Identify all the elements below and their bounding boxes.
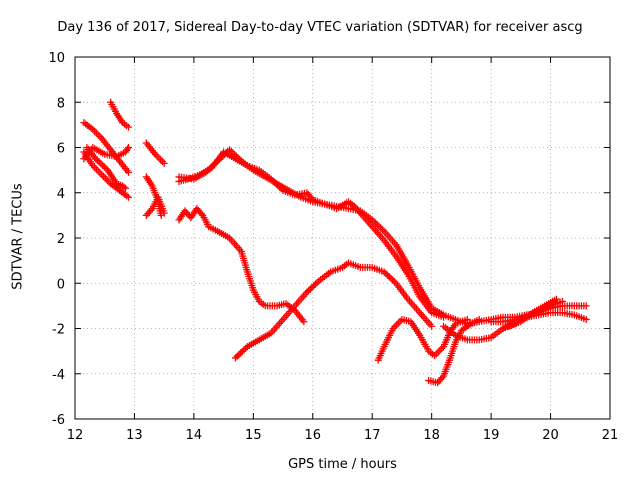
x-tick-label: 16: [305, 428, 322, 443]
series-arc-18: [505, 295, 560, 330]
data-point: [125, 168, 132, 176]
chart-title: Day 136 of 2017, Sidereal Day-to-day VTE…: [57, 20, 583, 35]
data-point: [235, 351, 243, 359]
axis-ticks: 12 13 14 15 16 17 18 19 20 21 -6 -4 -2 0 2 4 6 8 10: [48, 51, 618, 443]
y-axis-label: SDTVAR / TECUs: [10, 183, 26, 290]
x-tick-label: 20: [542, 428, 559, 443]
data-point: [125, 123, 132, 131]
data-point: [389, 276, 397, 284]
y-tick-label: -4: [52, 368, 65, 383]
data-point: [97, 160, 105, 168]
data-point: [232, 354, 239, 362]
x-tick-label: 17: [364, 428, 381, 443]
data-point: [582, 315, 590, 323]
x-axis-label: GPS time / hours: [288, 457, 397, 472]
data-point: [313, 279, 321, 287]
data-point: [428, 322, 436, 330]
data-point: [300, 318, 308, 326]
data-point: [240, 346, 248, 354]
data-point: [390, 278, 398, 286]
x-tick-label: 21: [602, 428, 619, 443]
data-point: [305, 287, 313, 295]
series-arc-6: [142, 139, 168, 167]
data-point: [582, 302, 590, 310]
y-tick-label: -2: [52, 323, 65, 338]
data-point: [370, 218, 378, 226]
y-tick-label: 8: [57, 96, 65, 111]
x-tick-label: 12: [67, 428, 84, 443]
x-tick-label: 15: [245, 428, 262, 443]
series-arc-4: [83, 144, 130, 192]
data-point: [95, 158, 103, 166]
data-point: [233, 352, 241, 360]
series-arc-13: [374, 315, 471, 364]
series-arc-8: [142, 193, 168, 219]
data-point: [160, 159, 168, 167]
data-point: [100, 163, 108, 171]
data-point: [99, 161, 107, 169]
y-tick-label: -6: [52, 413, 65, 428]
series-arc-5: [107, 98, 132, 131]
data-point: [122, 184, 130, 192]
series-arc-17: [487, 309, 590, 326]
grid-lines: [75, 57, 610, 419]
data-point: [94, 156, 102, 164]
data-point: [475, 315, 483, 323]
x-tick-label: 14: [186, 428, 203, 443]
data-point: [308, 283, 316, 291]
data-point: [124, 145, 132, 153]
x-tick-label: 18: [423, 428, 440, 443]
y-tick-label: 6: [57, 142, 65, 157]
x-tick-label: 19: [483, 428, 500, 443]
y-tick-label: 10: [48, 51, 65, 66]
series-arc-12: [232, 259, 436, 362]
y-tick-label: 2: [57, 232, 65, 247]
data-point: [440, 313, 448, 321]
series-arc-10: [175, 148, 448, 321]
data-point: [306, 285, 314, 293]
data-point: [384, 271, 392, 279]
data-point: [120, 183, 128, 191]
x-tick-label: 13: [126, 428, 143, 443]
series-arc-11: [175, 205, 308, 326]
data-point: [553, 295, 560, 303]
data-point: [372, 219, 380, 227]
data-point: [385, 273, 393, 281]
y-tick-label: 0: [57, 277, 65, 292]
data-point: [238, 347, 246, 355]
data-point: [125, 193, 132, 201]
y-tick-label: 4: [57, 187, 65, 202]
data-point: [160, 209, 168, 217]
data-point: [463, 315, 471, 323]
data-point: [125, 144, 132, 151]
data-points: [80, 98, 590, 387]
data-point: [237, 349, 245, 357]
data-point: [387, 274, 395, 282]
